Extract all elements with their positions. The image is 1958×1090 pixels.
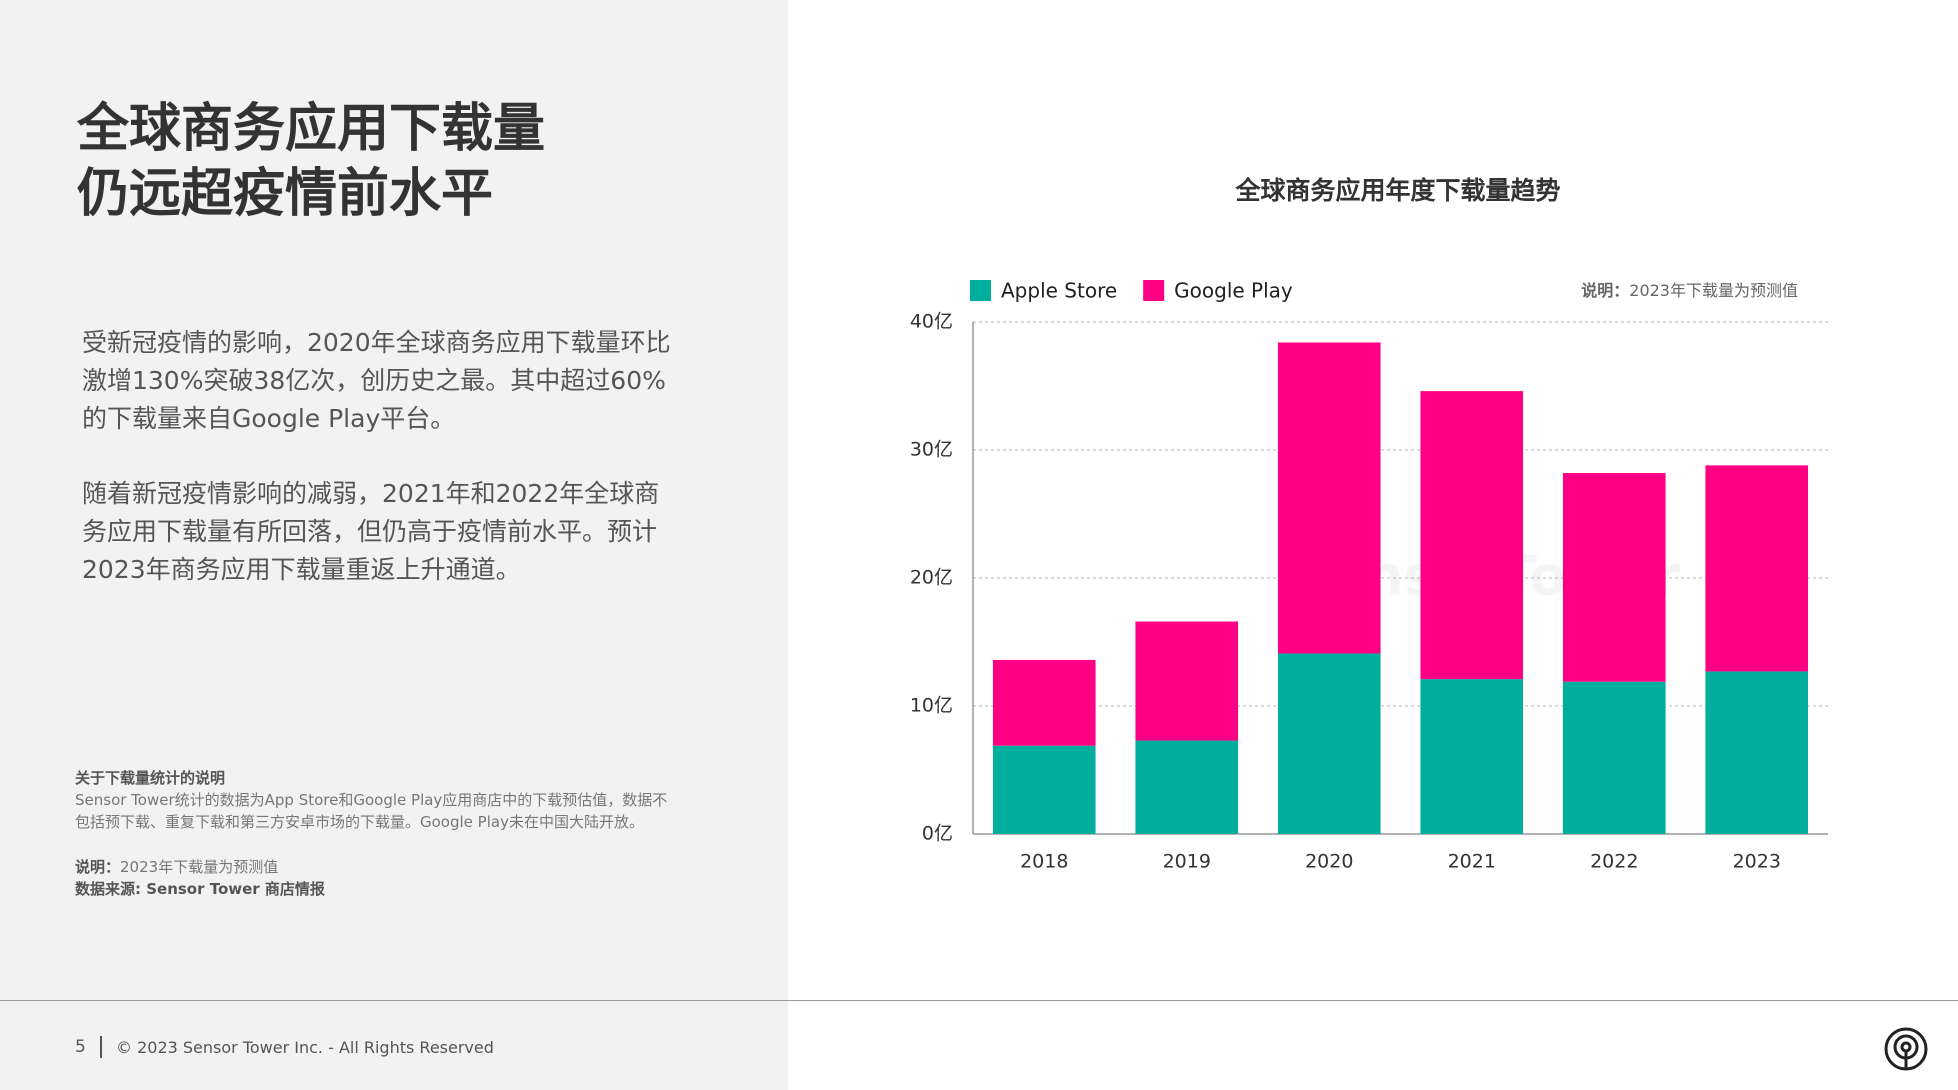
chart-note-label: 说明： — [1581, 281, 1629, 300]
page-title: 全球商务应用下载量 — [77, 99, 546, 159]
footer-rule — [0, 1000, 1958, 1001]
logo — [1884, 1027, 1928, 1071]
legend-swatch — [970, 280, 991, 301]
remark-label: 说明： — [75, 858, 121, 876]
bar-segment — [992, 745, 1096, 834]
x-tick-label: 2022 — [1590, 851, 1638, 873]
bar-segment — [1277, 653, 1381, 834]
bar-segment — [992, 659, 1096, 746]
remark-text: 2023年下载量为预测值 — [120, 858, 279, 876]
y-tick-label: 10亿 — [910, 695, 953, 717]
x-tick-label: 2020 — [1305, 851, 1353, 873]
paragraph: 受新冠疫情的影响，2020年全球商务应用下载量环比激增130%突破38亿次，创历… — [82, 328, 671, 433]
legend-label: Apple Store — [1001, 279, 1117, 303]
chart-note: 说明：2023年下载量为预测值 — [1581, 281, 1798, 300]
bar-segment — [1277, 342, 1381, 654]
separator — [100, 1036, 102, 1058]
bar-segment — [1135, 621, 1239, 741]
notes-heading: 关于下载量统计的说明 — [75, 769, 226, 787]
bar-segment — [1135, 740, 1239, 834]
page-title: 仍远超疫情前水平 — [77, 164, 494, 224]
copyright: © 2023 Sensor Tower Inc. - All Rights Re… — [116, 1038, 494, 1057]
x-tick-label: 2018 — [1020, 851, 1068, 873]
bar-segment — [1420, 391, 1524, 680]
left-panel — [0, 0, 788, 1090]
notes-text: Sensor Tower统计的数据为App Store和Google Play应… — [75, 791, 668, 831]
x-tick-label: 2021 — [1448, 851, 1496, 873]
y-tick-label: 0亿 — [922, 823, 953, 845]
chart-title: 全球商务应用年度下载量趋势 — [1234, 176, 1560, 205]
bar-segment — [1420, 679, 1524, 834]
source: 数据来源: Sensor Tower 商店情报 — [75, 880, 325, 898]
legend-label: Google Play — [1174, 279, 1293, 303]
page-number: 5 — [75, 1037, 86, 1057]
chart-note-text: 2023年下载量为预测值 — [1629, 281, 1798, 300]
bar-segment — [1562, 681, 1666, 834]
y-tick-label: 30亿 — [910, 439, 953, 461]
y-tick-label: 40亿 — [910, 311, 953, 333]
remark: 说明：2023年下载量为预测值 — [75, 856, 675, 878]
legend-swatch — [1143, 280, 1165, 301]
bar-segment — [1562, 473, 1666, 682]
paragraph: 随着新冠疫情影响的减弱，2021年和2022年全球商务应用下载量有所回落，但仍高… — [82, 479, 660, 584]
x-tick-label: 2019 — [1163, 851, 1211, 873]
bar-segment — [1705, 671, 1809, 834]
chart: 全球商务应用年度下载量趋势 说明：2023年下载量为预测值 SensorTowe… — [910, 176, 1828, 873]
bar-segment — [1705, 465, 1809, 672]
y-tick-label: 20亿 — [910, 567, 953, 589]
x-tick-label: 2023 — [1733, 851, 1781, 873]
